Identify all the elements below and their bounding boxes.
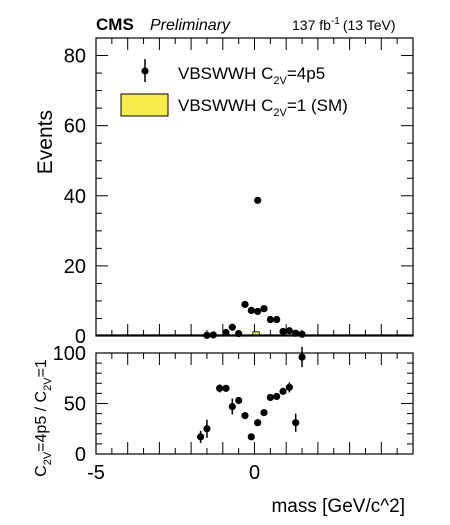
bsm-point bbox=[241, 300, 249, 309]
ratio-point bbox=[247, 433, 255, 441]
legend-entry-bsm: VBSWWH C2V=4p5 bbox=[141, 59, 325, 87]
main-y-tick-label: 20 bbox=[64, 256, 86, 278]
main-axis-ticks: 0 20 40 60 80 bbox=[64, 37, 414, 348]
ratio-y-tick-label: 0 bbox=[75, 444, 86, 466]
bsm-point bbox=[285, 327, 293, 335]
bsm-series bbox=[203, 196, 306, 339]
ratio-point bbox=[203, 425, 211, 433]
legend-sm-text: VBSWWH C bbox=[178, 96, 273, 115]
legend-bsm-suffix: =4p5 bbox=[287, 64, 325, 83]
ratio-ylabel-end: =1 bbox=[33, 359, 50, 377]
legend-bsm-text: VBSWWH C bbox=[178, 64, 273, 83]
legend-sm-swatch bbox=[120, 93, 169, 117]
legend-entry-sm: VBSWWH C2V=1 (SM) bbox=[120, 93, 348, 119]
bsm-point bbox=[209, 331, 217, 339]
ratio-y-axis-label: C2V=4p5 / C2V=1 bbox=[33, 359, 54, 477]
ratio-point bbox=[222, 384, 230, 392]
ratio-y-tick-label: 50 bbox=[64, 394, 86, 416]
main-y-axis-label: Events bbox=[34, 110, 57, 174]
ratio-point bbox=[279, 387, 287, 395]
x-tick-label: -5 bbox=[87, 462, 105, 484]
ratio-point bbox=[266, 393, 274, 402]
experiment-label: CMS bbox=[96, 15, 134, 34]
ratio-point bbox=[216, 384, 224, 392]
ratio-point bbox=[254, 419, 262, 427]
status-label: Preliminary bbox=[150, 17, 231, 34]
bsm-point bbox=[273, 315, 281, 324]
legend-sm-subscript: 2V bbox=[273, 107, 287, 119]
legend: VBSWWH C2V=4p5 VBSWWH C2V=1 (SM) bbox=[120, 59, 348, 119]
ratio-ylabel-mid: =4p5 / C bbox=[33, 391, 50, 452]
legend-bsm-subscript: 2V bbox=[273, 75, 287, 87]
bsm-point bbox=[254, 307, 262, 316]
x-tick-label: 0 bbox=[249, 462, 260, 484]
ratio-y-tick-label: 100 bbox=[53, 343, 86, 365]
ratio-ylabel-sub2: 2V bbox=[42, 377, 54, 391]
ratio-point bbox=[241, 412, 249, 420]
ratio-point bbox=[228, 402, 236, 411]
main-y-tick-label: 0 bbox=[75, 326, 86, 348]
ratio-point bbox=[285, 383, 293, 391]
sm-bar bbox=[252, 331, 260, 337]
bsm-point bbox=[228, 323, 236, 331]
legend-sm-label: VBSWWH C2V=1 (SM) bbox=[178, 96, 348, 119]
sm-series bbox=[252, 331, 260, 337]
main-y-tick-label: 40 bbox=[64, 186, 86, 208]
ratio-ylabel-sub1: 2V bbox=[42, 451, 54, 465]
bsm-point bbox=[254, 196, 262, 204]
legend-bsm-marker bbox=[141, 67, 149, 75]
bsm-point bbox=[266, 315, 274, 324]
legend-sm-suffix: =1 (SM) bbox=[287, 96, 348, 115]
ratio-point bbox=[235, 396, 243, 405]
lumi-exponent: -1 bbox=[331, 16, 340, 27]
ratio-point bbox=[292, 419, 300, 427]
bsm-point bbox=[222, 328, 230, 337]
bsm-point bbox=[292, 329, 300, 337]
ratio-point bbox=[197, 433, 205, 441]
ratio-ylabel-c1: C bbox=[33, 465, 50, 477]
ratio-point bbox=[273, 392, 281, 401]
bsm-point bbox=[247, 306, 255, 315]
bsm-point bbox=[235, 329, 243, 338]
ratio-plot-frame bbox=[95, 352, 414, 455]
bsm-point bbox=[260, 305, 268, 313]
lumi-label: 137 fb-1 (13 TeV) bbox=[292, 16, 396, 33]
legend-bsm-label: VBSWWH C2V=4p5 bbox=[178, 64, 325, 87]
x-axis-label: mass [GeV/c^2] bbox=[271, 496, 405, 517]
bsm-point bbox=[203, 331, 211, 339]
main-y-tick-label: 60 bbox=[64, 116, 86, 138]
bsm-point bbox=[298, 330, 306, 338]
energy-value: (13 TeV) bbox=[343, 17, 396, 33]
lumi-value: 137 fb bbox=[292, 17, 331, 33]
bsm-point bbox=[279, 327, 287, 336]
ratio-point bbox=[298, 353, 306, 361]
ratio-point bbox=[260, 408, 268, 417]
ratio-series bbox=[197, 346, 306, 443]
main-y-tick-label: 80 bbox=[64, 46, 86, 68]
